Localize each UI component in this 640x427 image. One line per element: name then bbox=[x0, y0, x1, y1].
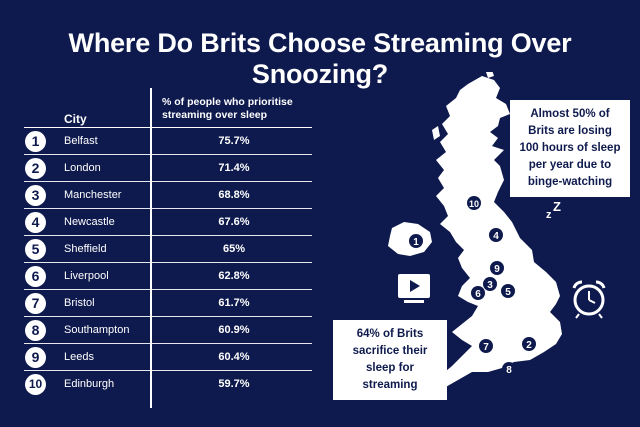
svg-text:2: 2 bbox=[526, 340, 532, 351]
svg-text:3: 3 bbox=[487, 280, 493, 291]
city-name: Southampton bbox=[64, 324, 130, 336]
map-marker: 4 bbox=[489, 228, 503, 242]
city-percentage: 60.4% bbox=[218, 351, 250, 363]
table-row: 8 Southampton 60.9% bbox=[24, 317, 312, 344]
city-percentage: 61.7% bbox=[218, 297, 250, 309]
rank-badge: 4 bbox=[25, 212, 46, 233]
map-marker: 1 bbox=[409, 234, 423, 248]
svg-text:6: 6 bbox=[475, 289, 481, 300]
table-row: 10 Edinburgh 59.7% bbox=[24, 371, 312, 398]
rank-badge: 8 bbox=[25, 320, 46, 341]
row-divider bbox=[24, 370, 312, 371]
city-name: Sheffield bbox=[64, 243, 107, 255]
city-name: Liverpool bbox=[64, 270, 109, 282]
svg-text:10: 10 bbox=[469, 199, 479, 209]
map-marker: 3 bbox=[483, 277, 497, 291]
row-divider bbox=[24, 316, 312, 317]
city-percentage: 68.8% bbox=[218, 189, 250, 201]
column-divider bbox=[150, 88, 152, 408]
row-divider bbox=[24, 154, 312, 155]
svg-text:9: 9 bbox=[494, 264, 500, 275]
map-marker: 5 bbox=[501, 284, 515, 298]
rank-badge: 5 bbox=[25, 239, 46, 260]
city-name: London bbox=[64, 162, 101, 174]
table-row: 5 Sheffield 65% bbox=[24, 236, 312, 263]
isles-shape bbox=[486, 72, 494, 78]
map-marker: 7 bbox=[479, 339, 493, 353]
rank-badge: 2 bbox=[25, 158, 46, 179]
city-name: Belfast bbox=[64, 135, 98, 147]
map-marker: 6 bbox=[471, 286, 485, 300]
table-row: 7 Bristol 61.7% bbox=[24, 290, 312, 317]
alarm-clock-icon bbox=[572, 280, 606, 319]
callout-binge-watching: Almost 50% of Brits are losing 100 hours… bbox=[510, 100, 630, 197]
header-city: City bbox=[64, 112, 87, 126]
map-marker: 9 bbox=[490, 261, 504, 275]
map-marker: 2 bbox=[522, 337, 536, 351]
table-row: 1 Belfast 75.7% bbox=[24, 128, 312, 155]
header-divider bbox=[24, 127, 312, 128]
city-percentage: 75.7% bbox=[218, 135, 250, 147]
city-percentage: 67.6% bbox=[218, 216, 250, 228]
svg-text:7: 7 bbox=[483, 342, 489, 353]
city-percentage: 62.8% bbox=[218, 270, 250, 282]
table-row: 9 Leeds 60.4% bbox=[24, 344, 312, 371]
svg-text:5: 5 bbox=[505, 287, 511, 298]
page-title: Where Do Brits Choose Streaming Over Sno… bbox=[68, 28, 572, 89]
city-name: Newcastle bbox=[64, 216, 115, 228]
rank-badge: 6 bbox=[25, 266, 46, 287]
map-marker: 8 bbox=[502, 362, 516, 376]
uk-map: 10 1 4 9 3 6 5 7 2 8 z Z bbox=[388, 72, 606, 392]
header-percentage: % of people who prioritise streaming ove… bbox=[162, 96, 293, 121]
rank-badge: 10 bbox=[25, 374, 46, 395]
ranking-table: City % of people who prioritise streamin… bbox=[24, 88, 312, 408]
row-divider bbox=[24, 343, 312, 344]
isles-shape bbox=[432, 126, 440, 140]
svg-text:4: 4 bbox=[493, 231, 499, 242]
city-name: Leeds bbox=[64, 351, 94, 363]
sleep-moon-icon: z Z bbox=[534, 199, 561, 236]
city-percentage: 71.4% bbox=[218, 162, 250, 174]
row-divider bbox=[24, 289, 312, 290]
rank-badge: 1 bbox=[25, 131, 46, 152]
city-percentage: 65% bbox=[222, 243, 246, 255]
table-row: 6 Liverpool 62.8% bbox=[24, 263, 312, 290]
svg-text:z: z bbox=[546, 209, 552, 221]
row-divider bbox=[24, 262, 312, 263]
rank-badge: 3 bbox=[25, 185, 46, 206]
city-percentage: 60.9% bbox=[218, 324, 250, 336]
table-row: 3 Manchester 68.8% bbox=[24, 182, 312, 209]
svg-text:8: 8 bbox=[506, 365, 512, 376]
callout-sacrifice-sleep: 64% of Brits sacrifice their sleep for s… bbox=[333, 320, 447, 400]
table-row: 2 London 71.4% bbox=[24, 155, 312, 182]
city-name: Bristol bbox=[64, 297, 95, 309]
city-name: Edinburgh bbox=[64, 378, 115, 390]
svg-text:1: 1 bbox=[413, 237, 419, 248]
svg-text:Z: Z bbox=[553, 199, 561, 214]
row-divider bbox=[24, 235, 312, 236]
city-name: Manchester bbox=[64, 189, 122, 201]
table-row: 4 Newcastle 67.6% bbox=[24, 209, 312, 236]
row-divider bbox=[24, 208, 312, 209]
city-percentage: 59.7% bbox=[218, 378, 250, 390]
row-divider bbox=[24, 181, 312, 182]
play-screen-icon bbox=[398, 274, 430, 303]
rank-badge: 9 bbox=[25, 347, 46, 368]
rank-badge: 7 bbox=[25, 293, 46, 314]
map-marker: 10 bbox=[467, 196, 481, 210]
